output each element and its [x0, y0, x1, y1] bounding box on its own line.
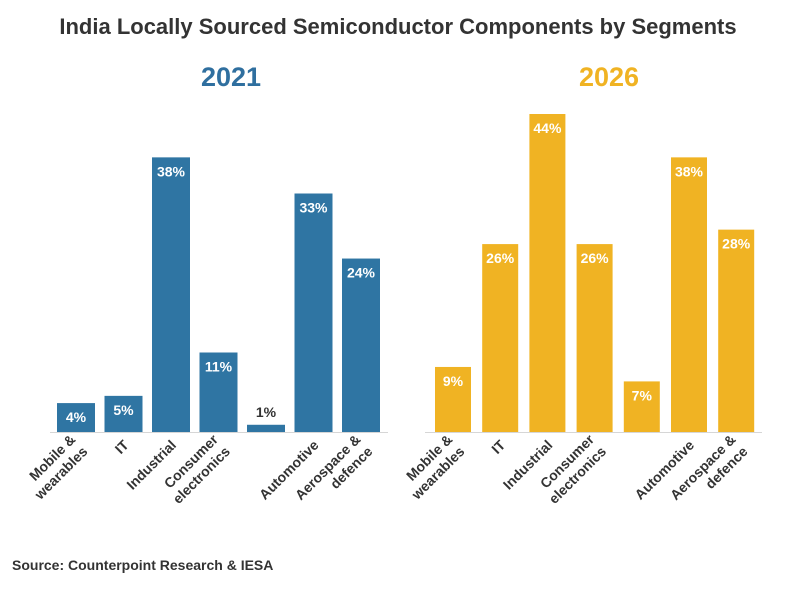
- bar: [482, 244, 519, 432]
- bar: [671, 157, 707, 432]
- tick-label: IT: [112, 436, 132, 456]
- panel-title-2021: 2021: [200, 62, 262, 92]
- bar: [576, 244, 613, 432]
- bar: [199, 352, 238, 432]
- tick-label: Mobile &wearables: [19, 431, 91, 503]
- data-label: 44%: [533, 120, 562, 136]
- data-label: 33%: [299, 200, 328, 216]
- bar: [247, 424, 285, 432]
- bar: [718, 229, 755, 432]
- data-label: 5%: [113, 402, 134, 418]
- tick-label: Mobile &wearables: [396, 431, 468, 503]
- tick-label-line: IT: [488, 436, 508, 456]
- bar: [104, 395, 143, 432]
- tick-label: IT: [488, 436, 508, 456]
- data-label: 28%: [722, 236, 751, 252]
- data-label: 9%: [443, 373, 464, 389]
- bar: [435, 366, 471, 432]
- data-label: 1%: [256, 404, 277, 420]
- chart-title: India Locally Sourced Semiconductor Comp…: [59, 14, 737, 39]
- data-label: 26%: [581, 250, 610, 266]
- bar: [57, 403, 95, 432]
- data-label: 7%: [632, 387, 653, 403]
- bar: [294, 193, 333, 432]
- panel-title-2026: 2026: [578, 62, 640, 92]
- data-label: 24%: [347, 265, 376, 281]
- bar: [623, 381, 660, 432]
- tick-label-line: IT: [112, 436, 132, 456]
- bar: [152, 157, 190, 432]
- data-label: 38%: [675, 163, 704, 179]
- bar: [529, 114, 566, 432]
- data-label: 4%: [66, 409, 87, 425]
- data-label: 38%: [157, 163, 186, 179]
- data-label: 26%: [486, 250, 515, 266]
- bar: [342, 258, 380, 432]
- source-note: Source: Counterpoint Research & IESA: [12, 557, 274, 573]
- data-label: 11%: [205, 359, 233, 375]
